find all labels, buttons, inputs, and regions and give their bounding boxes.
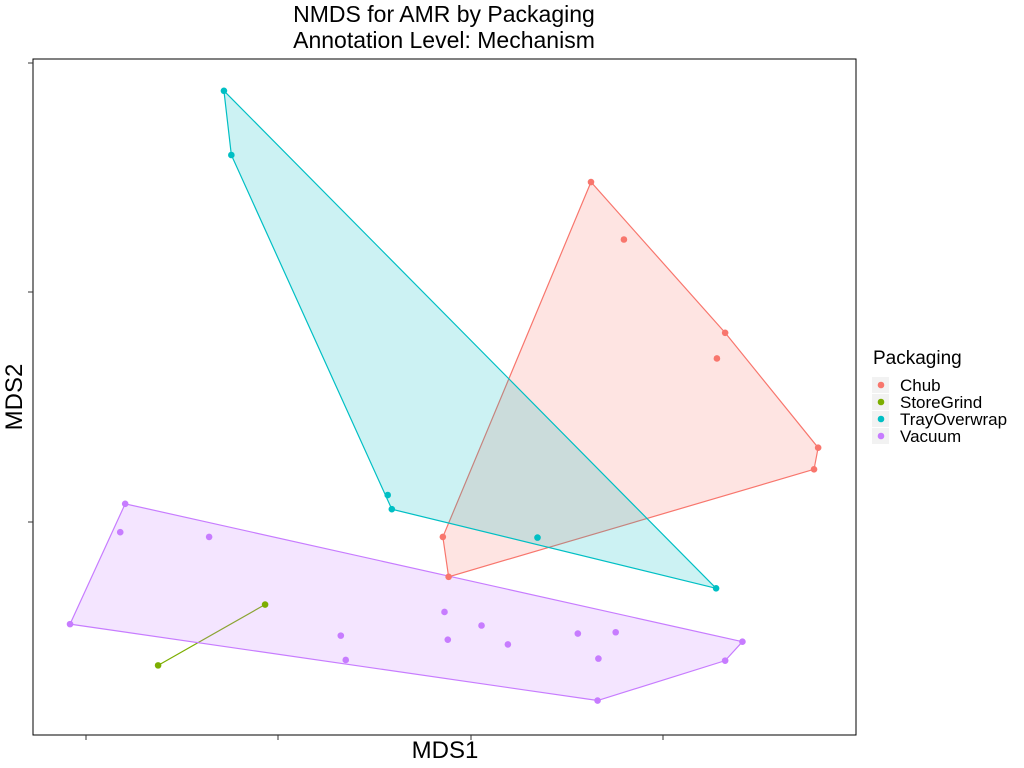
point-trayoverwrap (712, 585, 720, 592)
legend-label-storegrind: StoreGrind (900, 393, 982, 412)
point-chub (620, 236, 628, 243)
point-trayoverwrap (384, 491, 392, 499)
point-vacuum (478, 622, 485, 629)
point-vacuum (504, 641, 512, 648)
point-vacuum (595, 655, 602, 662)
legend-swatch-vacuum (877, 432, 885, 440)
legend-label-trayoverwrap: TrayOverwrap (900, 410, 1007, 429)
point-vacuum (444, 636, 452, 643)
point-vacuum (205, 533, 213, 541)
legend-label-vacuum: Vacuum (900, 427, 961, 446)
point-vacuum (612, 628, 619, 636)
x-axis-ticks (85, 735, 664, 740)
point-vacuum (594, 697, 601, 704)
point-chub (587, 178, 595, 186)
point-trayoverwrap (534, 534, 541, 541)
point-vacuum (337, 632, 345, 639)
point-vacuum (574, 630, 582, 637)
point-vacuum (739, 638, 746, 646)
point-trayoverwrap (220, 87, 228, 95)
legend: Packaging ChubStoreGrindTrayOverwrapVacu… (872, 348, 1007, 446)
point-vacuum (66, 620, 74, 628)
chart-subtitle: Annotation Level: Mechanism (293, 27, 595, 53)
hull-vacuum (69, 503, 744, 702)
chart-title: NMDS for AMR by Packaging (293, 1, 595, 27)
legend-label-chub: Chub (900, 376, 941, 395)
point-chub (814, 444, 822, 452)
point-vacuum (721, 657, 729, 664)
legend-swatch-trayoverwrap (877, 415, 885, 423)
point-chub (721, 329, 729, 337)
point-vacuum (441, 608, 448, 616)
point-chub (713, 355, 721, 362)
point-layer (66, 87, 822, 704)
y-axis-label: MDS2 (1, 364, 28, 431)
x-axis-label: MDS1 (412, 737, 479, 764)
point-storegrind (154, 662, 162, 669)
hull-layer (69, 89, 819, 702)
point-vacuum (116, 528, 124, 536)
point-trayoverwrap (228, 151, 235, 159)
legend-swatch-storegrind (877, 398, 885, 406)
point-vacuum (121, 500, 129, 508)
legend-swatch-chub (877, 381, 885, 389)
plot-panel-border (32, 58, 857, 736)
y-axis-ticks (28, 62, 33, 523)
point-chub (439, 533, 447, 541)
point-vacuum (342, 656, 350, 664)
point-trayoverwrap (388, 505, 396, 513)
point-chub (810, 466, 818, 473)
legend-title: Packaging (873, 348, 962, 369)
point-chub (445, 573, 452, 581)
point-storegrind (261, 601, 269, 608)
